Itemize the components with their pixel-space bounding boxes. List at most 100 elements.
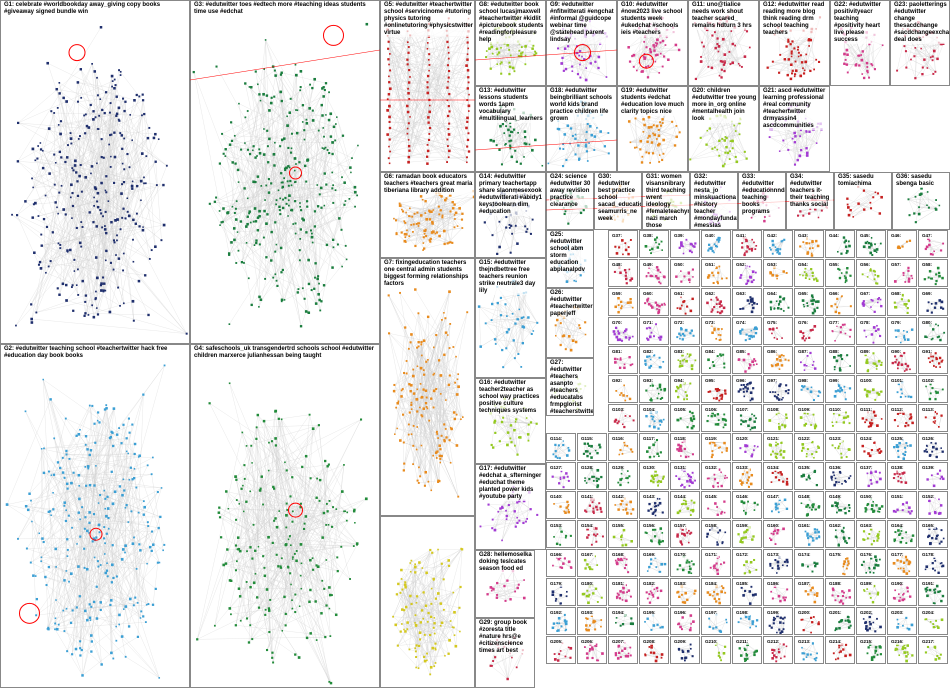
panel-title: G195: bbox=[642, 609, 657, 616]
graph-panel-G23: G23: paoletterings #edutwitter change th… bbox=[890, 0, 950, 86]
graph-panel-tiny: G216: bbox=[887, 636, 917, 664]
panel-title: G13: #edutwitter lessons students words … bbox=[478, 88, 545, 123]
panel-title: G29: group book #zoresta title #nature h… bbox=[478, 620, 534, 655]
graph-panel-tiny: G66: bbox=[825, 288, 855, 316]
panel-title: G102: bbox=[921, 377, 936, 384]
graph-panel-G30: G30: #edutwitter best practice school sa… bbox=[594, 172, 642, 230]
panel-title: G127: bbox=[549, 464, 564, 471]
panel-title: G135: bbox=[797, 464, 812, 471]
panel-title: G83: bbox=[673, 348, 685, 355]
panel-title: G32: #edutwitter nesta_jo minskuactiona … bbox=[693, 174, 737, 230]
panel-title: G159: bbox=[735, 522, 750, 529]
graph-panel-G19: G19: #edutwitter students #edchat #educa… bbox=[617, 86, 688, 172]
graph-panel-tiny: G119: bbox=[701, 433, 731, 461]
graph-panel-tiny: G43: bbox=[794, 230, 824, 258]
graph-panel-tiny: G204: bbox=[918, 607, 948, 635]
panel-title: G47: bbox=[921, 232, 933, 239]
panel-title: G111: bbox=[859, 406, 873, 413]
panel-title: G131: bbox=[673, 464, 688, 471]
panel-title: G199: bbox=[766, 609, 781, 616]
panel-title: G49: bbox=[642, 261, 654, 268]
graph-panel-G31: G31: women visansnibrary third teaching … bbox=[642, 172, 690, 230]
panel-title: G4: safeschools_uk transgendertrd school… bbox=[193, 346, 379, 360]
panel-title: G134: bbox=[766, 464, 781, 471]
panel-title: G213: bbox=[797, 638, 812, 645]
graph-panel-tiny: G179: bbox=[546, 578, 576, 606]
network-graph-grid: G1: celebrate #worldbookday away_giving … bbox=[0, 0, 950, 688]
panel-title: G68: bbox=[890, 290, 902, 297]
graph-panel-tiny: G157: bbox=[670, 520, 700, 548]
panel-title: G180: bbox=[580, 580, 595, 587]
graph-panel-tiny: G187: bbox=[794, 578, 824, 606]
panel-title: G86: bbox=[766, 348, 778, 355]
panel-title: G152: bbox=[921, 493, 936, 500]
graph-panel-tiny: G162: bbox=[825, 520, 855, 548]
panel-title: G19: #edutwitter students #edchat #educa… bbox=[620, 88, 687, 116]
graph-panel-tiny: G47: bbox=[918, 230, 948, 258]
panel-title: G123: bbox=[828, 435, 843, 442]
graph-panel-G25: G25: #edutwitter school abm storm educat… bbox=[546, 230, 594, 288]
graph-panel-tiny: G178: bbox=[918, 549, 948, 577]
panel-title: G191: bbox=[921, 580, 936, 587]
panel-title: G74: bbox=[735, 319, 747, 326]
panel-title: G39: bbox=[673, 232, 685, 239]
panel-title: G184: bbox=[704, 580, 719, 587]
panel-title: G168: bbox=[611, 551, 626, 558]
graph-panel-tiny: G84: bbox=[701, 346, 731, 374]
panel-title: G35: sasedu tomiachima bbox=[837, 174, 891, 188]
graph-panel-tiny: G91: bbox=[918, 346, 948, 374]
graph-panel-tiny: G63: bbox=[732, 288, 762, 316]
graph-panel-G26: G26: #edutwitter #teachertwitter paperje… bbox=[546, 288, 594, 358]
panel-title: G206: bbox=[580, 638, 595, 645]
graph-panel-tiny: G146: bbox=[732, 491, 762, 519]
panel-title: G183: bbox=[673, 580, 688, 587]
graph-panel-tiny: G42: bbox=[763, 230, 793, 258]
graph-panel-tiny: G136: bbox=[825, 462, 855, 490]
graph-panel-tiny: G74: bbox=[732, 317, 762, 345]
graph-panel-tiny: G185: bbox=[732, 578, 762, 606]
panel-title: G70: bbox=[611, 319, 623, 326]
graph-panel-tiny: G174: bbox=[794, 549, 824, 577]
graph-panel-tiny: G46: bbox=[887, 230, 917, 258]
panel-title: G215: bbox=[859, 638, 874, 645]
graph-panel-tiny: G177: bbox=[887, 549, 917, 577]
panel-title: G117: bbox=[642, 435, 656, 442]
panel-title: G30: #edutwitter best practice school sa… bbox=[597, 174, 641, 223]
panel-title: G193: bbox=[580, 609, 595, 616]
panel-title: G53: bbox=[766, 261, 778, 268]
graph-panel-tiny: G128: bbox=[577, 462, 607, 490]
graph-panel-tiny: G208: bbox=[639, 636, 669, 664]
graph-panel-tiny: G209: bbox=[670, 636, 700, 664]
panel-title: G21: ascd #edutwitter learning professio… bbox=[762, 88, 829, 130]
panel-title: G25: #edutwitter school abm storm educat… bbox=[549, 232, 593, 274]
graph-panel-tiny: G51: bbox=[701, 259, 731, 287]
panel-title: G109: bbox=[797, 406, 812, 413]
graph-panel-G3: G3: #edutwitter toes #edtech more #teach… bbox=[190, 0, 380, 344]
panel-title: G151: bbox=[890, 493, 905, 500]
graph-panel-tiny: G154: bbox=[577, 520, 607, 548]
panel-title: G182: bbox=[642, 580, 657, 587]
graph-panel-tiny: G107: bbox=[732, 404, 762, 432]
graph-panel-tiny: G41: bbox=[732, 230, 762, 258]
panel-title: G1: celebrate #worldbookday away_giving … bbox=[3, 2, 189, 16]
graph-panel-tiny: G211: bbox=[732, 636, 762, 664]
panel-title: G177: bbox=[890, 551, 905, 558]
graph-panel-tiny: G97: bbox=[763, 375, 793, 403]
graph-panel-tiny: G77: bbox=[825, 317, 855, 345]
panel-title: G56: bbox=[859, 261, 871, 268]
panel-title: G179: bbox=[549, 580, 564, 587]
panel-title: G147: bbox=[766, 493, 781, 500]
panel-title: G175: bbox=[828, 551, 843, 558]
graph-panel-tiny: G58: bbox=[918, 259, 948, 287]
panel-title: G15: #edutwitter thejndbettree free teac… bbox=[478, 260, 545, 295]
panel-title: G87: bbox=[797, 348, 809, 355]
graph-panel-G5b bbox=[380, 516, 475, 688]
panel-title: G11: uno@tialice needs work shout teache… bbox=[691, 2, 758, 30]
panel-title: G187: bbox=[797, 580, 812, 587]
graph-panel-tiny: G105: bbox=[670, 404, 700, 432]
panel-title: G194: bbox=[611, 609, 626, 616]
panel-title: G10: #edutwitter #now2023 live school st… bbox=[620, 2, 687, 37]
panel-title: G82: bbox=[642, 348, 654, 355]
graph-panel-tiny: G144: bbox=[670, 491, 700, 519]
graph-panel-tiny: G139: bbox=[918, 462, 948, 490]
